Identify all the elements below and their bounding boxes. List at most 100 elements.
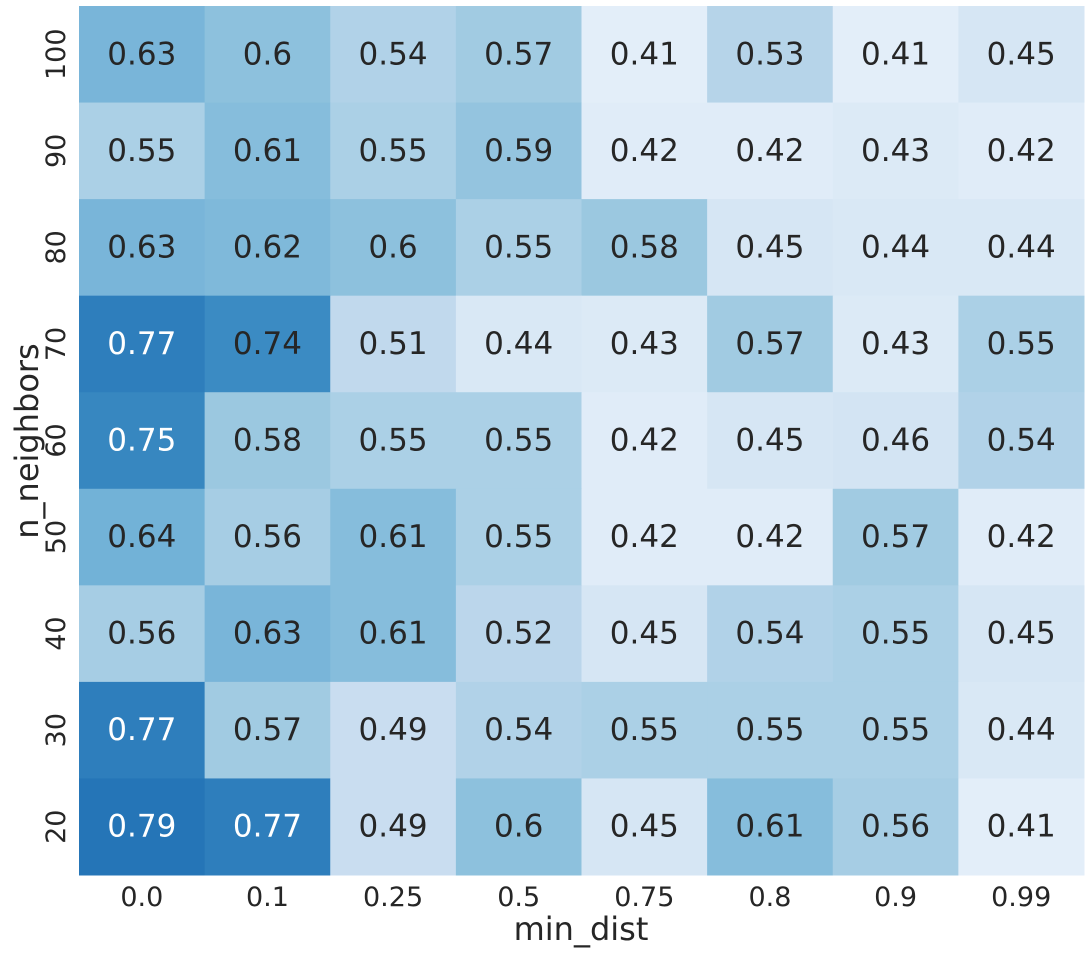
cell-value-label: 0.55 — [484, 519, 553, 555]
heatmap-cell — [707, 585, 834, 683]
heatmap-cell — [958, 681, 1085, 779]
cell-value-label: 0.63 — [107, 229, 176, 265]
y-tick-label: 20 — [41, 810, 72, 844]
cell-value-label: 0.55 — [861, 616, 930, 652]
heatmap-cell — [79, 778, 206, 876]
heatmap-cell — [330, 6, 457, 104]
cell-value-label: 0.45 — [610, 809, 679, 845]
y-tick-label: 80 — [41, 230, 72, 264]
y-tick-label: 70 — [41, 327, 72, 361]
y-axis-label: n_neighbors — [8, 343, 46, 538]
heatmap-cell — [581, 778, 708, 876]
heatmap-cell — [958, 392, 1085, 490]
cell-value-label: 0.41 — [987, 809, 1056, 845]
cell-value-label: 0.41 — [610, 36, 679, 72]
cell-value-label: 0.55 — [484, 229, 553, 265]
x-tick-label: 0.0 — [120, 882, 163, 913]
cell-value-label: 0.45 — [735, 423, 804, 459]
cell-value-label: 0.6 — [494, 809, 543, 845]
heatmap-cell — [832, 392, 959, 490]
cell-value-label: 0.45 — [735, 229, 804, 265]
cell-value-label: 0.52 — [484, 616, 553, 652]
heatmap-cell — [79, 295, 206, 393]
heatmap-cell — [707, 199, 834, 297]
heatmap-cell — [79, 392, 206, 490]
cell-value-label: 0.42 — [610, 519, 679, 555]
x-tick-label: 0.8 — [748, 882, 791, 913]
x-tick-label: 0.5 — [497, 882, 540, 913]
heatmap-cell — [832, 102, 959, 200]
heatmap-cell — [832, 585, 959, 683]
y-tick-labels: 100 90 80 70 60 50 40 30 20 — [41, 29, 72, 844]
heatmap-cell — [581, 199, 708, 297]
heatmap-cell — [204, 585, 331, 683]
heatmap-cell — [204, 778, 331, 876]
heatmap-cell — [958, 295, 1085, 393]
x-tick-label: 0.1 — [246, 882, 289, 913]
cell-value-label: 0.43 — [861, 326, 930, 362]
heatmap-cell — [832, 295, 959, 393]
heatmap-cell — [330, 681, 457, 779]
heatmap-cell — [581, 585, 708, 683]
cell-value-label: 0.45 — [987, 36, 1056, 72]
cell-value-label: 0.6 — [368, 229, 417, 265]
cell-value-label: 0.56 — [107, 616, 176, 652]
cell-value-label: 0.44 — [987, 229, 1056, 265]
cell-value-label: 0.58 — [610, 229, 679, 265]
heatmap-cell — [707, 392, 834, 490]
cell-value-label: 0.63 — [233, 616, 302, 652]
heatmap-cell — [707, 488, 834, 586]
heatmap-cell — [581, 295, 708, 393]
cell-value-label: 0.63 — [107, 36, 176, 72]
heatmap-cell — [204, 488, 331, 586]
cell-value-label: 0.64 — [107, 519, 176, 555]
heatmap-cell — [79, 681, 206, 779]
heatmap-cell — [958, 585, 1085, 683]
y-tick-label: 30 — [41, 713, 72, 747]
cell-value-label: 0.61 — [233, 133, 302, 169]
cell-value-label: 0.57 — [735, 326, 804, 362]
cell-value-label: 0.54 — [987, 423, 1056, 459]
cell-value-label: 0.53 — [735, 36, 804, 72]
x-tick-label: 0.25 — [363, 882, 423, 913]
heatmap-cell — [204, 102, 331, 200]
cell-value-label: 0.75 — [107, 423, 176, 459]
heatmap-cell — [455, 681, 582, 779]
heatmap-cell — [330, 488, 457, 586]
cell-value-label: 0.42 — [735, 519, 804, 555]
cell-value-label: 0.61 — [359, 616, 428, 652]
cell-value-label: 0.55 — [107, 133, 176, 169]
cell-value-label: 0.54 — [359, 36, 428, 72]
heatmap-cell — [330, 585, 457, 683]
heatmap-cell — [79, 488, 206, 586]
cell-value-label: 0.56 — [233, 519, 302, 555]
cell-value-label: 0.55 — [484, 423, 553, 459]
y-tick-label: 50 — [41, 520, 72, 554]
y-tick-label: 90 — [41, 134, 72, 168]
heatmap-cell — [455, 585, 582, 683]
cell-value-label: 0.59 — [484, 133, 553, 169]
heatmap-cells: 0.63 0.6 0.54 0.57 0.41 0.53 0.41 0.45 0.55 0.61 0… — [79, 6, 1085, 876]
heatmap-cell — [330, 199, 457, 297]
heatmap-cell — [455, 199, 582, 297]
heatmap-cell — [707, 6, 834, 104]
heatmap-cell — [707, 778, 834, 876]
cell-value-label: 0.42 — [610, 133, 679, 169]
cell-value-label: 0.61 — [735, 809, 804, 845]
heatmap-cell — [455, 488, 582, 586]
heatmap-cell — [79, 6, 206, 104]
heatmap-cell — [204, 295, 331, 393]
cell-value-label: 0.57 — [861, 519, 930, 555]
heatmap-cell — [330, 102, 457, 200]
cell-value-label: 0.46 — [861, 423, 930, 459]
heatmap-cell — [330, 778, 457, 876]
cell-value-label: 0.77 — [107, 326, 176, 362]
heatmap-cell — [455, 778, 582, 876]
cell-value-label: 0.42 — [735, 133, 804, 169]
y-tick-label: 40 — [41, 616, 72, 650]
heatmap-cell — [958, 778, 1085, 876]
x-axis-label: min_dist — [514, 910, 649, 948]
cell-value-label: 0.57 — [484, 36, 553, 72]
y-tick-label: 100 — [41, 29, 72, 81]
heatmap-cell — [79, 102, 206, 200]
